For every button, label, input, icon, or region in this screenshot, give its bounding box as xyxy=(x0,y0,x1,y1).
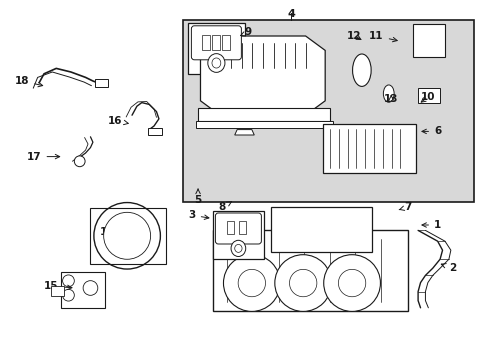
Text: 7: 7 xyxy=(398,202,411,212)
Ellipse shape xyxy=(383,85,393,102)
Bar xyxy=(212,211,264,259)
Text: 8: 8 xyxy=(219,202,231,212)
Ellipse shape xyxy=(352,54,370,86)
Text: 6: 6 xyxy=(421,126,440,136)
FancyBboxPatch shape xyxy=(215,213,261,244)
Text: 16: 16 xyxy=(107,116,128,126)
Polygon shape xyxy=(234,130,254,135)
Bar xyxy=(61,272,105,308)
Bar xyxy=(183,20,473,202)
Text: 17: 17 xyxy=(27,152,60,162)
Text: 10: 10 xyxy=(420,92,434,102)
Bar xyxy=(222,35,230,50)
Ellipse shape xyxy=(74,156,85,167)
Bar xyxy=(417,88,439,103)
FancyBboxPatch shape xyxy=(191,26,241,60)
Circle shape xyxy=(323,255,380,311)
Bar xyxy=(90,208,166,264)
Text: 15: 15 xyxy=(44,281,72,291)
Bar xyxy=(212,35,220,50)
Bar xyxy=(195,121,332,128)
Text: 5: 5 xyxy=(194,189,201,205)
Circle shape xyxy=(238,269,265,297)
Text: 13: 13 xyxy=(383,94,398,104)
Ellipse shape xyxy=(231,240,245,256)
Polygon shape xyxy=(200,36,325,112)
Text: 2: 2 xyxy=(440,263,455,273)
Bar xyxy=(198,108,329,121)
Bar xyxy=(271,207,371,252)
Circle shape xyxy=(338,269,365,297)
Circle shape xyxy=(94,203,160,269)
Text: 18: 18 xyxy=(15,76,42,87)
Bar xyxy=(322,124,415,173)
Text: 3: 3 xyxy=(188,210,208,220)
Bar xyxy=(147,128,162,135)
Circle shape xyxy=(274,255,331,311)
Bar xyxy=(202,35,210,50)
Text: 11: 11 xyxy=(368,31,396,42)
Bar xyxy=(239,221,246,234)
Bar xyxy=(188,23,244,74)
Circle shape xyxy=(289,269,316,297)
Ellipse shape xyxy=(207,54,224,72)
Circle shape xyxy=(103,212,150,259)
Text: 1: 1 xyxy=(421,220,440,230)
Text: 12: 12 xyxy=(346,31,361,41)
Bar xyxy=(51,286,63,296)
Text: 4: 4 xyxy=(286,9,294,19)
Bar xyxy=(412,24,444,57)
Text: 14: 14 xyxy=(100,227,125,237)
Text: 9: 9 xyxy=(240,27,251,37)
Bar xyxy=(227,221,234,234)
Circle shape xyxy=(223,255,280,311)
Bar xyxy=(212,230,407,311)
Bar xyxy=(95,79,107,87)
